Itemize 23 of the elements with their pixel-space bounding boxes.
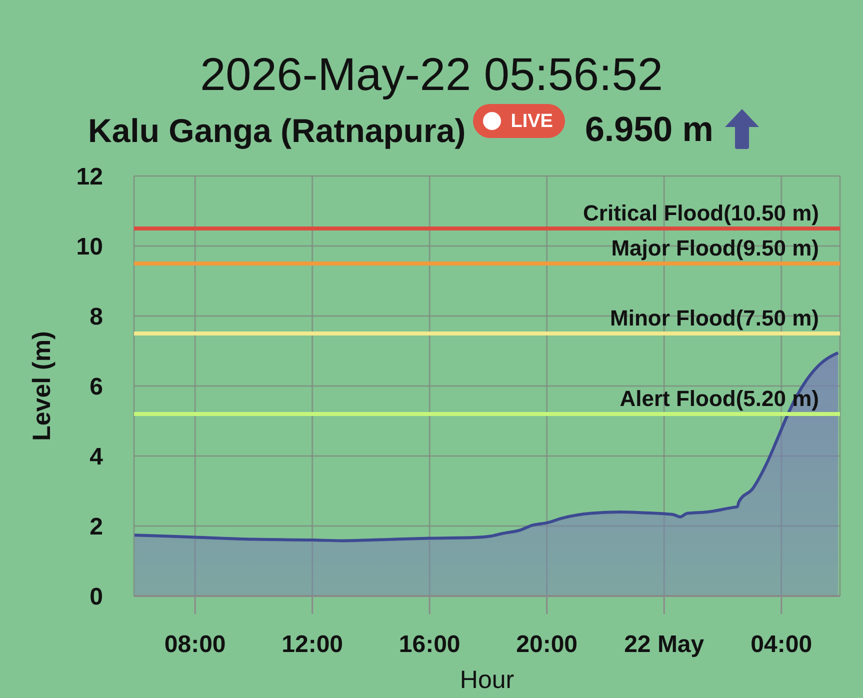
x-tick-label: 08:00	[164, 631, 226, 658]
chart-subtitle: Kalu Ganga (Ratnapura)	[88, 112, 466, 149]
y-tick-label: 0	[90, 584, 103, 611]
text: 6.950 m	[584, 110, 714, 149]
x-tick-label: 04:00	[750, 631, 812, 658]
chart-title: 2026-May-22 05:56:52	[200, 48, 663, 100]
x-tick-label: 22 May	[624, 631, 705, 658]
ref-line-label: Alert Flood(5.20 m)	[620, 386, 819, 411]
x-tick-label: 16:00	[398, 631, 460, 658]
badge: LIVE	[472, 104, 565, 138]
y-tick-label: 4	[90, 444, 104, 471]
ref-line-label: Minor Flood(7.50 m)	[610, 306, 819, 330]
y-tick-label: 8	[90, 304, 103, 331]
y-axis-title: Level (m)	[28, 331, 56, 441]
y-tick-label: 2	[90, 514, 103, 541]
ref-line-label: Critical Flood(10.50 m)	[583, 200, 819, 226]
y-tick-label: 6	[90, 374, 103, 401]
y-tick-label: 12	[76, 164, 103, 191]
y-tick-label: 10	[76, 234, 103, 261]
x-axis-title: Hour	[460, 666, 514, 694]
ref-line-label: Major Flood(9.50 m)	[611, 236, 819, 260]
x-tick-label: 12:00	[282, 631, 344, 658]
x-tick-label: 20:00	[516, 631, 578, 658]
